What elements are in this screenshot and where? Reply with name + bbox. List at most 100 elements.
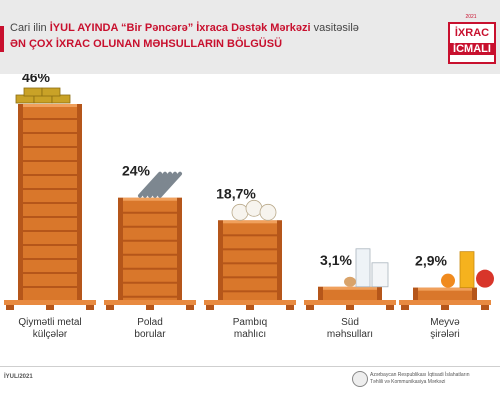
- title-highlight: İYUL AYINDA “Bir Pəncərə” İxraca Dəstək …: [49, 22, 311, 34]
- crate-slat: [18, 272, 82, 274]
- bar-crate: [318, 286, 382, 300]
- badge-line2: İCMALI: [450, 43, 494, 55]
- milk-glass-icon: [371, 262, 389, 288]
- pallet-leg: [6, 305, 14, 310]
- crate-slat: [18, 146, 82, 148]
- pallet-leg: [146, 305, 154, 310]
- crate-rim: [223, 220, 277, 224]
- pallet-top: [4, 300, 96, 305]
- crate-post: [413, 287, 418, 300]
- category-label: Qiymətli metal: [18, 317, 81, 328]
- footer-organization: Azərbaycan Respublikası İqtisadi İslahat…: [370, 372, 498, 386]
- milk-bottle-icon: [355, 248, 371, 288]
- bar-crate: [218, 220, 282, 300]
- cotton-icon: [245, 199, 263, 217]
- pallet-leg: [106, 305, 114, 310]
- crate-slat: [118, 239, 182, 242]
- crate-rim: [323, 286, 377, 290]
- pallet-leg: [386, 305, 394, 310]
- footer-divider: [0, 366, 500, 367]
- pallet-leg: [441, 305, 449, 310]
- footer-org-line1: Azərbaycan Respublikası İqtisadi İslahat…: [370, 372, 470, 378]
- crate-post: [118, 197, 123, 300]
- crate-slat: [18, 286, 82, 288]
- category-label: Pambıq: [233, 317, 267, 328]
- crate-post: [472, 287, 477, 300]
- footer-org-line2: Təhlili və Kommunikasiya Mərkəzi: [370, 379, 446, 385]
- pallet-leg: [206, 305, 214, 310]
- steel-pipe-icon: [148, 171, 172, 198]
- crate-post: [177, 197, 182, 300]
- pallet-top: [304, 300, 396, 305]
- export-review-badge: 2021 İXRAC İCMALI: [446, 14, 496, 70]
- crate-slat: [18, 202, 82, 204]
- pallet-leg: [346, 305, 354, 310]
- value-label: 46%: [22, 74, 51, 85]
- category-label: Polad: [137, 317, 163, 328]
- category-label: mahlıcı: [234, 329, 266, 340]
- crate-slat: [118, 281, 182, 284]
- crate-post: [77, 104, 82, 300]
- footer-date: İYUL/2021: [4, 374, 33, 380]
- crate-slat: [218, 262, 282, 265]
- crate-slat: [118, 225, 182, 228]
- crate-slat: [18, 160, 82, 162]
- crate-post: [377, 286, 382, 300]
- title-part2: vasitəsilə: [310, 22, 359, 34]
- juice-glass-icon: [459, 251, 475, 289]
- apple-icon: [476, 269, 494, 288]
- pallet-leg: [306, 305, 314, 310]
- crate-slat: [18, 216, 82, 218]
- value-label: 18,7%: [216, 185, 256, 201]
- crate-slat: [18, 188, 82, 190]
- crate-post: [218, 220, 223, 300]
- gold-bar-icon: [23, 87, 43, 97]
- badge-line1: İXRAC: [454, 27, 490, 39]
- steel-pipe-icon: [143, 171, 167, 198]
- category-label: külçələr: [33, 329, 68, 340]
- value-label: 3,1%: [320, 252, 352, 268]
- crate-post: [18, 104, 23, 300]
- crate-slat: [18, 230, 82, 232]
- crate-slat: [218, 234, 282, 237]
- egg-icon: [344, 276, 356, 287]
- pallet-leg: [481, 305, 489, 310]
- pallet-top: [104, 300, 196, 305]
- pallet-leg: [86, 305, 94, 310]
- crate-rim: [123, 197, 177, 201]
- crate-slat: [18, 174, 82, 176]
- badge-box: İXRAC İCMALI: [448, 22, 496, 64]
- crate-slat: [118, 253, 182, 256]
- pallet-leg: [286, 305, 294, 310]
- crate-rim: [418, 287, 472, 291]
- steel-pipe-icon: [158, 171, 182, 198]
- crate-post: [318, 286, 323, 300]
- crate-slat: [118, 267, 182, 270]
- badge-year: 2021: [465, 14, 477, 20]
- crate-rim: [23, 104, 77, 107]
- title-line1: Cari ilin İYUL AYINDA “Bir Pəncərə” İxra…: [10, 22, 359, 34]
- category-label: məhsulları: [327, 329, 373, 340]
- crate-slat: [18, 258, 82, 260]
- category-label: şirələri: [430, 329, 459, 340]
- cotton-icon: [259, 203, 277, 221]
- crate-slat: [18, 244, 82, 246]
- value-label: 24%: [122, 163, 151, 179]
- steel-pipe-icon: [153, 171, 177, 198]
- crate-post: [277, 220, 282, 300]
- crate-slat: [218, 290, 282, 293]
- emblem-icon: [352, 371, 368, 387]
- gold-bar-icon: [41, 87, 61, 97]
- pallet-leg: [186, 305, 194, 310]
- category-label: Meyvə: [430, 317, 460, 328]
- gold-bar-icon: [51, 94, 71, 104]
- crate-slat: [18, 132, 82, 134]
- category-label: borular: [134, 329, 166, 340]
- category-label: Süd: [341, 317, 359, 328]
- orange-icon: [441, 273, 455, 288]
- header-banner: Cari ilin İYUL AYINDA “Bir Pəncərə” İxra…: [0, 0, 500, 74]
- crate-slat: [218, 248, 282, 251]
- cotton-icon: [231, 203, 249, 221]
- pallet-leg: [246, 305, 254, 310]
